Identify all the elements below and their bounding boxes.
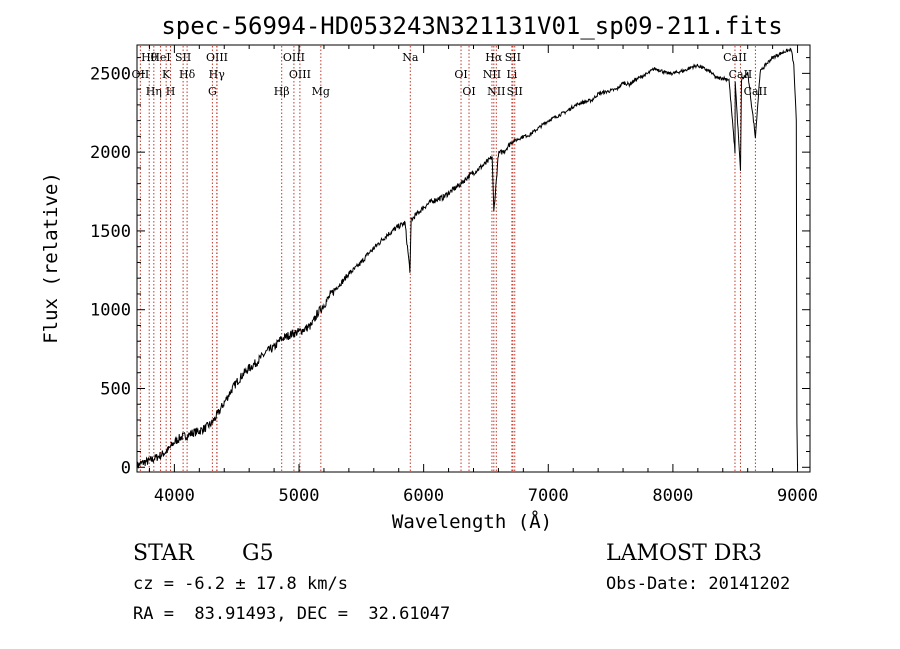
y-tick-label: 0 — [121, 458, 131, 478]
line-marker-label: SII — [507, 85, 523, 98]
line-marker-label: SII — [505, 51, 521, 64]
survey-name: LAMOST DR3 — [606, 541, 762, 566]
line-marker-label: OI — [454, 68, 467, 81]
y-tick-label: 500 — [100, 379, 131, 399]
x-tick-label: 7000 — [528, 486, 569, 506]
flux-series-line — [136, 47, 798, 471]
y-tick-label: 2500 — [90, 64, 131, 84]
y-tick-label: 1000 — [90, 301, 131, 321]
line-marker-label: CaII — [744, 85, 768, 98]
object-subclass: G5 — [242, 541, 274, 566]
emission-line-labels: HθOIIHηHeIKHSIIHδGOIIIHγHβOIIIOIIIMgNaOI… — [132, 51, 768, 98]
line-marker-label: HeI — [150, 51, 170, 64]
line-marker-label: Mg — [312, 85, 330, 98]
emission-line-markers — [139, 46, 756, 471]
line-marker-label: OIII — [206, 51, 228, 64]
line-marker-label: Hβ — [274, 85, 290, 98]
line-marker-label: H — [166, 85, 176, 98]
line-marker-label: NII — [483, 68, 501, 81]
x-tick-label: 5000 — [279, 486, 320, 506]
y-axis-ticks: 0 500 1000 1500 2000 2500 — [90, 57, 810, 478]
x-tick-label: 9000 — [777, 486, 818, 506]
coordinates: RA = 83.91493, DEC = 32.61047 — [133, 604, 450, 624]
line-marker-label: Hη — [146, 85, 162, 98]
x-tick-label: 6000 — [403, 486, 444, 506]
line-marker-label: Hδ — [179, 68, 196, 81]
line-marker-label: CaII — [723, 51, 747, 64]
x-axis-label: Wavelength (Å) — [392, 510, 552, 533]
line-marker-label: OII — [132, 68, 150, 81]
line-marker-label: OIII — [289, 68, 311, 81]
y-tick-label: 1500 — [90, 222, 131, 242]
line-marker-label: Na — [402, 51, 419, 64]
line-marker-label: CaII — [729, 68, 753, 81]
line-marker-label: G — [208, 85, 217, 98]
chart-title: spec-56994-HD053243N321131V01_sp09-211.f… — [161, 12, 782, 40]
line-marker-label: Li — [506, 68, 517, 81]
y-axis-label: Flux (relative) — [40, 172, 62, 344]
line-marker-label: Hα — [485, 51, 503, 64]
line-marker-label: K — [162, 68, 171, 81]
y-tick-label: 2000 — [90, 143, 131, 163]
line-marker-label: NII — [487, 85, 505, 98]
redshift-cz: cz = -6.2 ± 17.8 km/s — [133, 574, 348, 594]
plot-frame — [136, 44, 811, 473]
line-marker-label: OIII — [283, 51, 305, 64]
observation-date: Obs-Date: 20141202 — [606, 574, 790, 594]
line-marker-label: OI — [462, 85, 475, 98]
object-class: STAR — [133, 541, 195, 566]
x-tick-label: 8000 — [652, 486, 693, 506]
x-axis-ticks: 4000 5000 6000 7000 8000 9000 — [148, 45, 818, 506]
line-marker-label: SII — [175, 51, 191, 64]
line-marker-label: Hθ — [141, 51, 158, 64]
x-tick-label: 4000 — [154, 486, 195, 506]
line-marker-label: Hγ — [209, 68, 226, 81]
